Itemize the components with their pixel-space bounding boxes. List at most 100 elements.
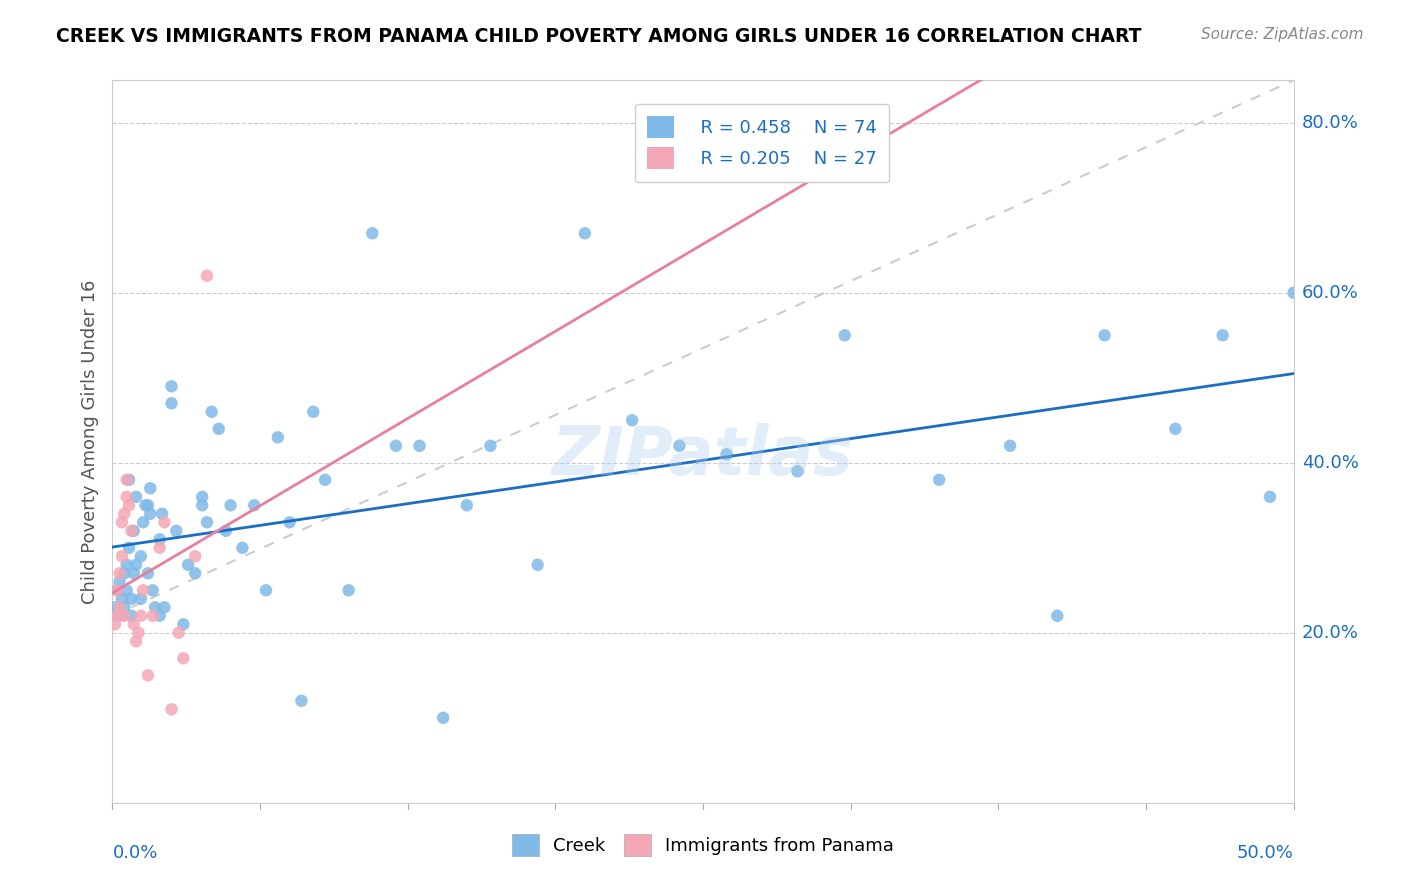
Point bbox=[191, 498, 214, 512]
Point bbox=[122, 524, 145, 538]
Point bbox=[112, 600, 135, 615]
Point bbox=[314, 473, 336, 487]
Point bbox=[150, 507, 173, 521]
Point bbox=[337, 583, 360, 598]
Point bbox=[231, 541, 253, 555]
Point bbox=[129, 591, 152, 606]
Text: 60.0%: 60.0% bbox=[1302, 284, 1358, 301]
Point bbox=[456, 498, 478, 512]
Text: CREEK VS IMMIGRANTS FROM PANAMA CHILD POVERTY AMONG GIRLS UNDER 16 CORRELATION C: CREEK VS IMMIGRANTS FROM PANAMA CHILD PO… bbox=[56, 27, 1142, 45]
Point bbox=[668, 439, 690, 453]
Point bbox=[408, 439, 430, 453]
Point bbox=[129, 549, 152, 564]
Point bbox=[1282, 285, 1305, 300]
Point bbox=[149, 608, 172, 623]
Point bbox=[125, 490, 148, 504]
Point bbox=[129, 608, 152, 623]
Point bbox=[278, 516, 301, 530]
Point bbox=[254, 583, 277, 598]
Point bbox=[115, 490, 138, 504]
Point bbox=[574, 227, 596, 241]
Point bbox=[385, 439, 408, 453]
Point bbox=[160, 702, 183, 716]
Point bbox=[104, 617, 127, 632]
Text: Source: ZipAtlas.com: Source: ZipAtlas.com bbox=[1201, 27, 1364, 42]
Point bbox=[105, 583, 128, 598]
Point bbox=[167, 625, 190, 640]
Point bbox=[290, 694, 312, 708]
Point bbox=[165, 524, 187, 538]
Point bbox=[115, 583, 138, 598]
Point bbox=[120, 591, 142, 606]
Point bbox=[135, 498, 157, 512]
Point bbox=[112, 608, 135, 623]
Point bbox=[122, 566, 145, 581]
Point bbox=[120, 524, 142, 538]
Point bbox=[928, 473, 950, 487]
Point bbox=[195, 516, 218, 530]
Point bbox=[195, 268, 218, 283]
Point bbox=[127, 625, 149, 640]
Point bbox=[139, 507, 162, 521]
Point bbox=[105, 583, 128, 598]
Point bbox=[111, 549, 134, 564]
Point bbox=[432, 711, 454, 725]
Point bbox=[621, 413, 644, 427]
Point bbox=[1094, 328, 1116, 343]
Point bbox=[118, 473, 141, 487]
Point bbox=[172, 617, 194, 632]
Point bbox=[142, 583, 165, 598]
Point bbox=[108, 608, 131, 623]
Point bbox=[160, 379, 183, 393]
Point bbox=[215, 524, 238, 538]
Legend:   R = 0.458    N = 74,   R = 0.205    N = 27: R = 0.458 N = 74, R = 0.205 N = 27 bbox=[634, 103, 890, 182]
Point bbox=[125, 634, 148, 648]
Point bbox=[108, 566, 131, 581]
Point bbox=[153, 516, 176, 530]
Point bbox=[479, 439, 502, 453]
Point bbox=[112, 507, 135, 521]
Point bbox=[786, 464, 808, 478]
Point bbox=[108, 574, 131, 589]
Point bbox=[191, 490, 214, 504]
Legend: Creek, Immigrants from Panama: Creek, Immigrants from Panama bbox=[503, 825, 903, 865]
Point bbox=[834, 328, 856, 343]
Point bbox=[177, 558, 200, 572]
Point bbox=[153, 600, 176, 615]
Point bbox=[1258, 490, 1281, 504]
Point bbox=[108, 600, 131, 615]
Point bbox=[136, 566, 159, 581]
Point bbox=[149, 533, 172, 547]
Y-axis label: Child Poverty Among Girls Under 16: Child Poverty Among Girls Under 16 bbox=[80, 279, 98, 604]
Point bbox=[267, 430, 290, 444]
Point bbox=[1046, 608, 1069, 623]
Text: ZIPatlas: ZIPatlas bbox=[553, 423, 853, 489]
Point bbox=[143, 600, 166, 615]
Point bbox=[132, 583, 155, 598]
Point bbox=[105, 608, 128, 623]
Point bbox=[302, 405, 325, 419]
Point bbox=[219, 498, 242, 512]
Text: 50.0%: 50.0% bbox=[1237, 845, 1294, 863]
Text: 40.0%: 40.0% bbox=[1302, 454, 1358, 472]
Point bbox=[136, 498, 159, 512]
Point bbox=[120, 608, 142, 623]
Text: 20.0%: 20.0% bbox=[1302, 624, 1358, 642]
Point bbox=[201, 405, 224, 419]
Point bbox=[111, 591, 134, 606]
Point bbox=[132, 516, 155, 530]
Point bbox=[1212, 328, 1234, 343]
Point bbox=[149, 541, 172, 555]
Point bbox=[208, 422, 231, 436]
Point bbox=[112, 566, 135, 581]
Point bbox=[526, 558, 548, 572]
Point bbox=[136, 668, 159, 682]
Point bbox=[122, 617, 145, 632]
Point bbox=[184, 549, 207, 564]
Point bbox=[160, 396, 183, 410]
Point bbox=[172, 651, 194, 665]
Point bbox=[104, 600, 127, 615]
Text: 0.0%: 0.0% bbox=[112, 845, 157, 863]
Point bbox=[142, 608, 165, 623]
Point bbox=[139, 481, 162, 495]
